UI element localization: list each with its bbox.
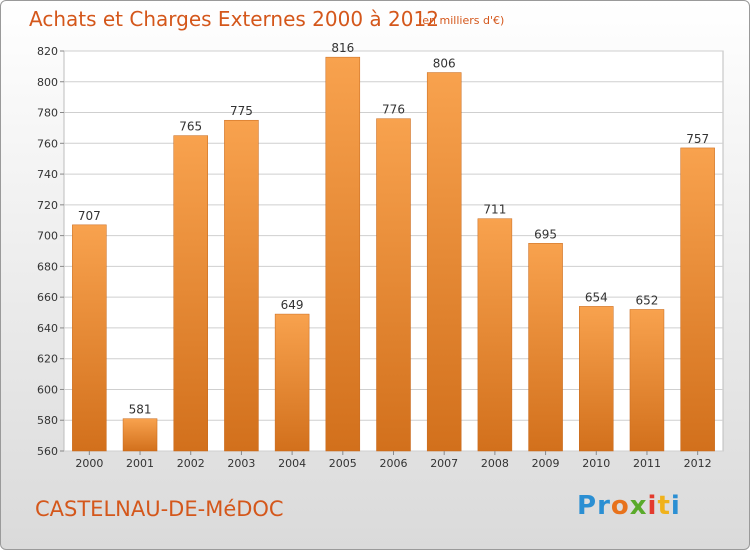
x-tick-label: 2003 (227, 457, 255, 470)
y-tick-label: 760 (37, 137, 58, 150)
logo-letter: o (610, 491, 630, 521)
data-label-2011: 652 (636, 293, 659, 307)
x-tick-label: 2001 (126, 457, 154, 470)
bar-2006 (376, 118, 411, 452)
data-label-2002: 765 (179, 120, 202, 134)
y-tick-label: 700 (37, 230, 58, 243)
bar-2003 (224, 119, 259, 452)
logo-letter: i (670, 491, 681, 521)
y-tick-label: 620 (37, 353, 58, 366)
y-tick-label: 800 (37, 76, 58, 89)
data-label-2012: 757 (686, 132, 709, 146)
x-tick-label: 2000 (75, 457, 103, 470)
data-label-2006: 776 (382, 103, 405, 117)
logo-letter: P (577, 491, 598, 521)
x-tick-label: 2012 (684, 457, 712, 470)
bar-2011 (629, 309, 665, 452)
data-label-2003: 775 (230, 104, 253, 118)
data-label-2007: 806 (433, 57, 456, 71)
y-tick-label: 560 (37, 445, 58, 458)
city-name: CASTELNAU-DE-MéDOC (35, 497, 284, 521)
y-tick-label: 740 (37, 168, 58, 181)
proxiti-logo: Proxiti (577, 491, 681, 521)
data-label-2005: 816 (331, 41, 354, 55)
bar-2000 (72, 224, 107, 452)
y-tick-label: 600 (37, 383, 58, 396)
y-tick-label: 680 (37, 260, 58, 273)
data-label-2008: 711 (483, 203, 506, 217)
data-label-2009: 695 (534, 227, 557, 241)
x-tick-label: 2009 (532, 457, 560, 470)
x-tick-label: 2005 (329, 457, 357, 470)
x-tick-label: 2004 (278, 457, 306, 470)
y-tick-label: 820 (37, 45, 58, 58)
chart-title: Achats et Charges Externes 2000 à 2012 (29, 7, 439, 31)
bar-2008 (477, 218, 513, 452)
logo-letter: x (629, 491, 648, 521)
data-label-2000: 707 (78, 209, 101, 223)
y-tick-label: 660 (37, 291, 58, 304)
y-tick-label: 780 (37, 107, 58, 120)
bar-2012 (680, 147, 715, 452)
bar-2001 (122, 418, 158, 452)
data-label-2001: 581 (129, 403, 152, 417)
data-label-2010: 654 (585, 290, 608, 304)
logo-letter: i (647, 491, 658, 521)
bar-2010 (579, 306, 614, 452)
x-tick-label: 2008 (481, 457, 509, 470)
x-tick-label: 2007 (430, 457, 458, 470)
logo-letter: r (597, 491, 611, 521)
x-tick-label: 2006 (380, 457, 408, 470)
y-tick-label: 580 (37, 414, 58, 427)
data-label-2004: 649 (281, 298, 304, 312)
bar-2002 (173, 135, 208, 452)
bar-2009 (528, 243, 563, 452)
bar-2004 (274, 313, 310, 452)
logo-letter: t (657, 491, 671, 521)
y-tick-label: 640 (37, 322, 58, 335)
x-tick-label: 2010 (582, 457, 610, 470)
bar-chart: 560 580 600 620 640 660 680 700 720 740 760 780 800 8… (37, 41, 724, 470)
chart-subtitle: (en milliers d'€) (418, 14, 505, 27)
y-tick-label: 720 (37, 199, 58, 212)
bar-2005 (325, 56, 361, 452)
x-tick-label: 2011 (633, 457, 661, 470)
x-tick-label: 2002 (177, 457, 205, 470)
bar-2007 (426, 72, 462, 452)
